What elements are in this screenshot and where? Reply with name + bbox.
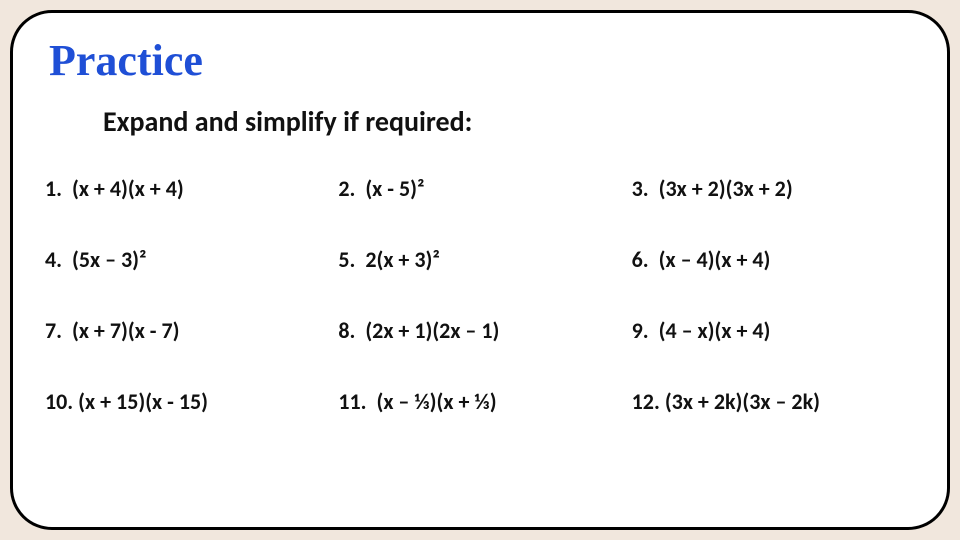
problem-expr: (5x – 3)² — [72, 246, 146, 273]
problem-cell: 12. (3x + 2k)(3x – 2k) — [632, 388, 915, 415]
problem-expr: (x – ⅓)(x + ⅓) — [372, 388, 497, 415]
slide-subtitle: Expand and simplify if required: — [103, 104, 917, 139]
problem-number: 6. — [632, 246, 649, 273]
problem-cell: 8. (2x + 1)(2x – 1) — [338, 317, 621, 344]
problem-number: 3. — [632, 175, 649, 202]
slide-background: Practice Expand and simplify if required… — [0, 0, 960, 540]
problem-expr: (x + 15)(x - 15) — [78, 388, 208, 415]
problem-number: 10. — [45, 388, 73, 415]
problem-cell: 10. (x + 15)(x - 15) — [45, 388, 328, 415]
problem-number: 2. — [338, 175, 355, 202]
problem-expr: (3x + 2k)(3x – 2k) — [665, 388, 820, 415]
problem-number: 5. — [338, 246, 355, 273]
problem-expr: (x + 7)(x - 7) — [72, 317, 180, 344]
content-panel: Practice Expand and simplify if required… — [10, 10, 950, 530]
problem-cell: 2. (x - 5)² — [338, 175, 621, 202]
problem-cell: 3. (3x + 2)(3x + 2) — [632, 175, 915, 202]
problem-expr: (x - 5)² — [365, 175, 424, 202]
problem-expr: (4 – x)(x + 4) — [659, 317, 771, 344]
problem-number: 1. — [45, 175, 62, 202]
problem-number: 8. — [338, 317, 355, 344]
problem-expr: 2(x + 3)² — [365, 246, 439, 273]
problem-number: 7. — [45, 317, 62, 344]
slide-title: Practice — [49, 35, 917, 86]
problem-number: 12. — [632, 388, 660, 415]
problem-cell: 7. (x + 7)(x - 7) — [45, 317, 328, 344]
problem-cell: 9. (4 – x)(x + 4) — [632, 317, 915, 344]
problem-expr: (2x + 1)(2x – 1) — [365, 317, 499, 344]
problem-expr: (3x + 2)(3x + 2) — [659, 175, 793, 202]
problem-cell: 6. (x – 4)(x + 4) — [632, 246, 915, 273]
problem-cell: 5. 2(x + 3)² — [338, 246, 621, 273]
problem-number: 11. — [338, 388, 366, 415]
problem-expr: (x + 4)(x + 4) — [72, 175, 184, 202]
problem-cell: 4. (5x – 3)² — [45, 246, 328, 273]
problem-cell: 11. (x – ⅓)(x + ⅓) — [338, 388, 621, 415]
problem-cell: 1. (x + 4)(x + 4) — [45, 175, 328, 202]
problems-grid: 1. (x + 4)(x + 4) 2. (x - 5)² 3. (3x + 2… — [43, 175, 917, 415]
problem-number: 4. — [45, 246, 62, 273]
problem-number: 9. — [632, 317, 649, 344]
problem-expr: (x – 4)(x + 4) — [659, 246, 771, 273]
